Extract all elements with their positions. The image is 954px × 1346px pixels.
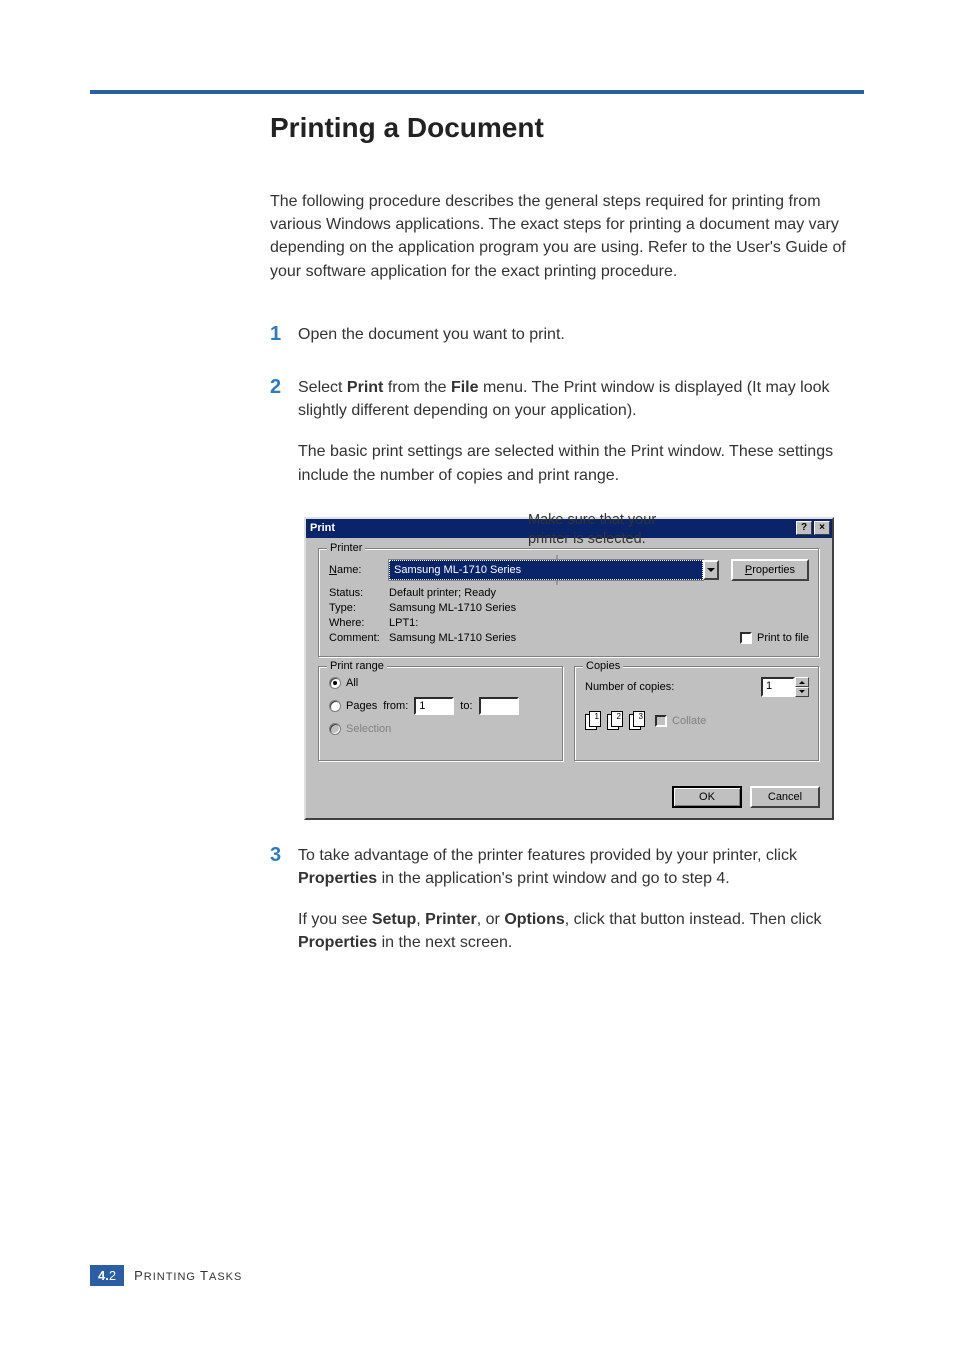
printer-group: Printer Name: Samsung ML-1710 Series Pro… [318,548,820,658]
name-label: Name: [329,564,389,576]
copies-legend: Copies [583,660,623,672]
help-button[interactable]: ? [796,521,812,535]
footer-page-tab: 4.2 [90,1265,124,1286]
step-2-p2: The basic print settings are selected wi… [298,440,870,486]
to-label: to: [460,700,472,712]
print-dialog-figure: Make sure that your printer is selected.… [304,517,870,820]
footer-caption: PRINTING TASKS [134,1268,242,1283]
comment-row: Comment:Samsung ML-1710 Series Print to … [329,632,809,644]
intro-paragraph: The following procedure describes the ge… [270,190,870,283]
page-title: Printing a Document [270,112,870,144]
step-1-text: Open the document you want to print. [298,323,870,346]
collate-checkbox: Collate [655,715,706,727]
ok-button[interactable]: OK [672,786,742,808]
step-3-p2: If you see Setup, Printer, or Options, c… [298,908,870,954]
close-button[interactable]: × [814,521,830,535]
step-3: 3 To take advantage of the printer featu… [270,844,870,955]
status-row: Status:Default printer; Ready [329,587,809,599]
copies-spinner[interactable] [795,677,809,697]
copies-group: Copies Number of copies: 1 11 22 [574,666,820,762]
copies-input[interactable]: 1 [761,677,795,697]
print-range-legend: Print range [327,660,387,672]
print-dialog: Print ? × Printer Name: Samsung ML-1710 … [304,517,834,820]
callout-text: Make sure that your printer is selected. [528,511,698,549]
cancel-button[interactable]: Cancel [750,786,820,808]
step-2-p1: Select Print from the File menu. The Pri… [298,376,870,422]
page-footer: 4.2 PRINTING TASKS [90,1265,242,1286]
radio-selection: Selection [329,723,391,735]
print-to-file-checkbox[interactable]: Print to file [740,632,809,644]
radio-all[interactable]: All [329,677,358,689]
properties-button[interactable]: Properties [731,559,809,581]
step-3-p1: To take advantage of the printer feature… [298,844,870,890]
radio-pages[interactable]: Pages [329,700,377,712]
printer-name-value: Samsung ML-1710 Series [389,560,703,580]
step-number: 1 [270,323,298,346]
dropdown-button[interactable] [703,560,719,580]
step-1: 1 Open the document you want to print. [270,323,870,346]
step-number: 2 [270,376,298,487]
top-rule [90,90,864,94]
to-input[interactable] [479,697,519,715]
from-label: from: [383,700,408,712]
print-range-group: Print range All Pages from: to: Selectio… [318,666,564,762]
from-input[interactable] [414,697,454,715]
collate-icon: 11 22 33 [585,711,647,731]
printer-group-legend: Printer [327,542,365,554]
type-row: Type:Samsung ML-1710 Series [329,602,809,614]
printer-name-dropdown[interactable]: Samsung ML-1710 Series [389,560,719,580]
num-copies-label: Number of copies: [585,681,674,693]
step-2: 2 Select Print from the File menu. The P… [270,376,870,487]
where-row: Where:LPT1: [329,617,809,629]
step-number: 3 [270,844,298,955]
